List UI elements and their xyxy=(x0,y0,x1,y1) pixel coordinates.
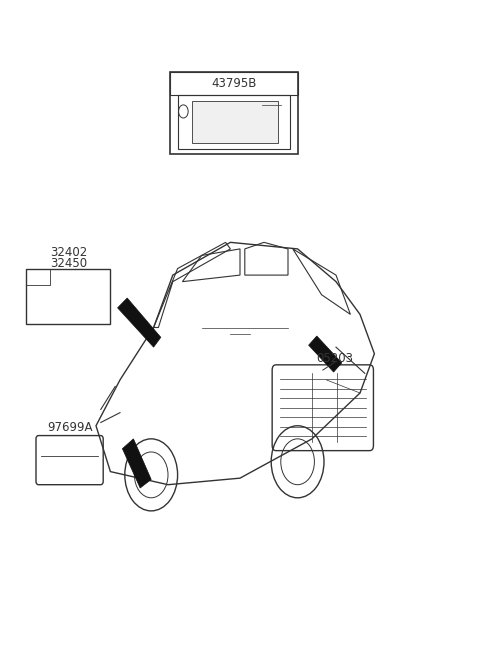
Text: 97699A: 97699A xyxy=(47,421,92,434)
Text: 05203: 05203 xyxy=(316,352,353,365)
Polygon shape xyxy=(309,336,342,372)
Text: 43795B: 43795B xyxy=(211,77,257,90)
Text: 32402: 32402 xyxy=(50,246,87,259)
Bar xyxy=(192,101,278,143)
Polygon shape xyxy=(122,439,151,488)
Polygon shape xyxy=(118,298,161,347)
Text: 32450: 32450 xyxy=(50,257,87,270)
Bar xyxy=(26,269,50,286)
Bar xyxy=(170,72,298,95)
